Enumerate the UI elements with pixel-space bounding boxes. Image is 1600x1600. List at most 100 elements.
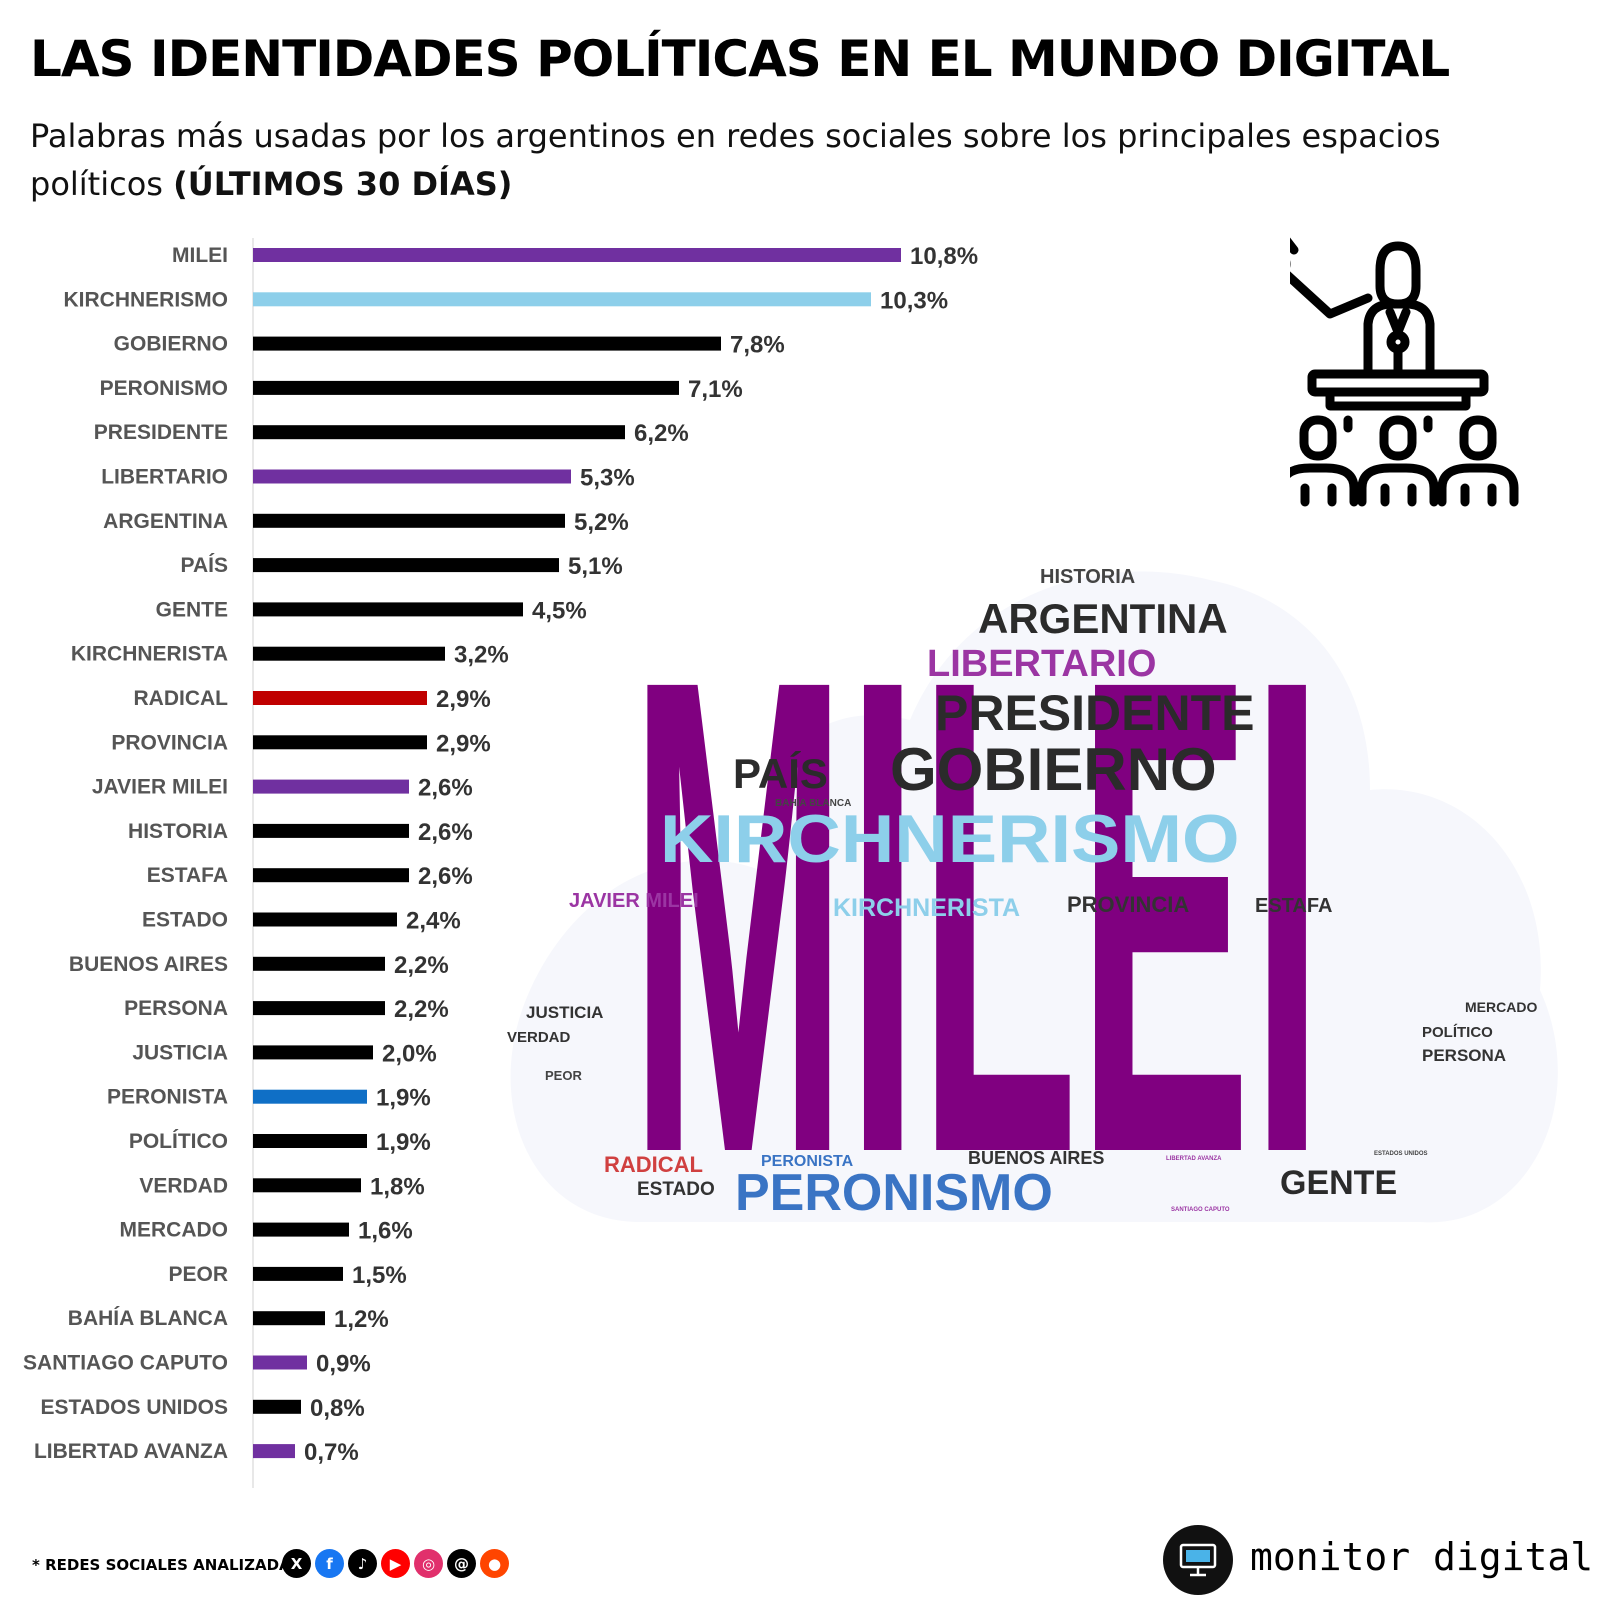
subtitle-period: (ÚLTIMOS 30 DÍAS)	[173, 165, 513, 203]
bar	[253, 1266, 343, 1281]
cloud-shape	[510, 571, 1558, 1223]
bar	[253, 336, 721, 351]
value-label: 3,2%	[454, 642, 509, 669]
category-label: PERSONA	[124, 997, 228, 1020]
value-label: 2,6%	[418, 819, 473, 846]
bar	[253, 646, 445, 661]
bar	[253, 779, 409, 794]
value-label: 1,6%	[358, 1218, 413, 1245]
cloud-word: PEOR	[545, 1068, 582, 1083]
category-label: ESTADOS UNIDOS	[41, 1396, 228, 1419]
bar-chart: MILEI 10,8% KIRCHNERISMO 10,3% GOBIERNO 7,8% P…	[23, 238, 978, 1488]
bar	[253, 823, 409, 838]
value-label: 1,5%	[352, 1262, 407, 1289]
bar	[253, 912, 397, 927]
category-label: GENTE	[156, 598, 228, 621]
category-label: BAHÍA BLANCA	[68, 1307, 228, 1330]
bar	[253, 469, 571, 484]
bar	[253, 1444, 295, 1459]
category-label: BUENOS AIRES	[69, 953, 228, 976]
value-label: 2,4%	[406, 908, 461, 935]
category-label: ARGENTINA	[103, 510, 228, 533]
cloud-word: PROVINCIA	[1067, 892, 1189, 917]
page-title: LAS IDENTIDADES POLÍTICAS EN EL MUNDO DI…	[30, 30, 1450, 88]
category-label: MILEI	[172, 244, 228, 267]
subtitle-text: Palabras más usadas por los argentinos e…	[30, 117, 1441, 203]
footer-note: * REDES SOCIALES ANALIZADAS	[32, 1556, 302, 1574]
tiktok-icon: ♪	[348, 1549, 377, 1578]
category-label: PERONISMO	[100, 377, 228, 400]
category-label: LIBERTARIO	[101, 466, 228, 489]
bar	[253, 558, 559, 573]
category-label: ESTAFA	[147, 864, 228, 887]
cloud-word: ESTADO	[637, 1179, 715, 1200]
bar	[253, 1089, 367, 1104]
cloud-word: JUSTICIA	[526, 1003, 603, 1022]
value-label: 2,9%	[436, 730, 491, 757]
cloud-word: LIBERTARIO	[927, 643, 1156, 685]
bar	[253, 292, 871, 307]
cloud-word: KIRCHNERISTA	[833, 894, 1020, 922]
cloud-word: PAÍS	[733, 750, 828, 797]
value-label: 2,6%	[418, 775, 473, 802]
value-label: 5,1%	[568, 553, 623, 580]
cloud-word: VERDAD	[507, 1029, 571, 1046]
category-label: SANTIAGO CAPUTO	[23, 1352, 228, 1375]
value-label: 6,2%	[634, 420, 689, 447]
speaker-audience-icon	[1290, 237, 1519, 507]
x-icon: X	[282, 1549, 311, 1578]
bar	[253, 735, 427, 750]
cloud-word: POLÍTICO	[1422, 1024, 1493, 1041]
category-label: PRESIDENTE	[94, 421, 228, 444]
bar	[253, 248, 901, 262]
value-label: 0,7%	[304, 1439, 359, 1466]
category-label: MERCADO	[120, 1219, 229, 1242]
value-label: 5,2%	[574, 509, 629, 536]
category-label: VERDAD	[139, 1174, 228, 1197]
cloud-word: BAHÍA BLANCA	[775, 796, 851, 809]
bar	[253, 691, 427, 705]
category-label: PROVINCIA	[111, 731, 228, 754]
value-label: 2,9%	[436, 686, 491, 713]
youtube-icon: ▶	[381, 1549, 410, 1578]
value-label: 5,3%	[580, 465, 635, 492]
bar	[253, 1399, 301, 1414]
cloud-word: HISTORIA	[1040, 566, 1135, 588]
page-subtitle: Palabras más usadas por los argentinos e…	[30, 112, 1470, 208]
bar	[253, 1222, 349, 1237]
bar	[253, 868, 409, 883]
category-label: POLÍTICO	[129, 1130, 228, 1153]
cloud-word: PERSONA	[1422, 1046, 1506, 1065]
cloud-word: ARGENTINA	[978, 595, 1228, 642]
bar	[253, 1355, 307, 1370]
value-label: 0,8%	[310, 1395, 365, 1422]
category-label: PAÍS	[181, 554, 228, 577]
cloud-word: PERONISTA	[761, 1153, 854, 1170]
value-label: 1,2%	[334, 1306, 389, 1333]
cloud-word: MERCADO	[1465, 999, 1537, 1015]
monitor-icon	[1163, 1525, 1233, 1595]
bar	[253, 1001, 385, 1016]
category-label: JUSTICIA	[132, 1041, 228, 1064]
value-label: 2,6%	[418, 863, 473, 890]
value-label: 7,8%	[730, 332, 785, 359]
category-label: ESTADO	[142, 909, 228, 932]
cloud-word: PERONISMO	[735, 1164, 1053, 1222]
reddit-icon: ●	[480, 1549, 509, 1578]
facebook-icon: f	[315, 1549, 344, 1578]
cloud-word: GENTE	[1280, 1164, 1397, 1202]
bar	[253, 602, 523, 617]
bar	[253, 1311, 325, 1326]
brand-name: monitor digital	[1250, 1535, 1594, 1579]
value-label: 4,5%	[532, 597, 587, 624]
value-label: 1,9%	[376, 1085, 431, 1112]
value-label: 2,2%	[394, 996, 449, 1023]
cloud-word: ESTADOS UNIDOS	[1374, 1151, 1428, 1157]
cloud-word: PRESIDENTE	[935, 685, 1255, 741]
category-label: PERONISTA	[107, 1086, 228, 1109]
value-label: 7,1%	[688, 376, 743, 403]
bar	[253, 956, 385, 971]
value-label: 1,9%	[376, 1129, 431, 1156]
cloud-word: LIBERTAD AVANZA	[1166, 1156, 1222, 1162]
